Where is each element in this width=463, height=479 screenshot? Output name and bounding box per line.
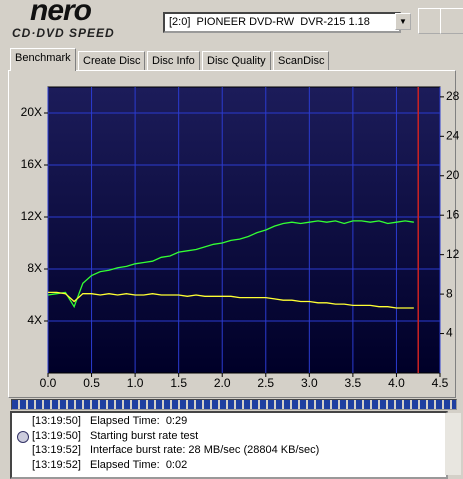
benchmark-panel	[8, 70, 456, 398]
log-time: [13:19:50]	[32, 429, 81, 442]
save-button[interactable]	[440, 8, 463, 34]
x-tick-label: 1.0	[127, 376, 144, 390]
progress-bar	[11, 399, 457, 410]
y-tick-label: 8X	[27, 261, 42, 275]
logo: nero	[30, 0, 92, 27]
x-tick-label: 0.0	[40, 376, 57, 390]
x-tick-label: 3.0	[301, 376, 318, 390]
logo-subtitle: CD·DVD SPEED	[12, 26, 115, 40]
tab[interactable]: Create Disc	[78, 51, 146, 70]
y-tick-label: 12X	[21, 209, 42, 223]
x-tick-label: 0.5	[83, 376, 100, 390]
series-line	[47, 220, 414, 309]
y-tick-label: 4X	[27, 313, 42, 327]
x-tick-label: 2.0	[214, 376, 231, 390]
series-line	[48, 291, 414, 309]
info-icon	[17, 430, 29, 443]
x-tick-label: 1.5	[170, 376, 187, 390]
x-tick-label: 4.5	[432, 376, 449, 390]
y2-tick-label: 20	[446, 168, 460, 182]
tab[interactable]: Disc Quality	[202, 51, 271, 70]
tab[interactable]: Benchmark	[10, 48, 76, 71]
log-row: [13:19:50] Starting burst rate test	[12, 429, 446, 443]
y2-tick-label: 24	[446, 128, 460, 142]
log-message: Starting burst rate test	[90, 429, 199, 442]
y-tick-label: 16X	[21, 157, 42, 171]
y2-tick-label: 12	[446, 247, 460, 261]
log-row: [13:19:52] Elapsed Time: 0:02	[12, 458, 446, 472]
log-time: [13:19:50]	[32, 415, 81, 427]
y2-tick-label: 8	[446, 286, 453, 300]
tab[interactable]: Disc Info	[147, 51, 200, 70]
x-tick-label: 3.5	[345, 376, 362, 390]
x-tick-label: 4.0	[388, 376, 405, 390]
log-message: Elapsed Time: 0:29	[90, 415, 188, 427]
log-message: Interface burst rate: 28 MB/sec (28804 K…	[90, 444, 320, 456]
log-time: [13:19:52]	[32, 444, 81, 456]
log-message: Elapsed Time: 0:02	[90, 458, 188, 471]
log-row: [13:19:52] Interface burst rate: 28 MB/se…	[12, 443, 446, 457]
x-tick-label: 2.5	[257, 376, 274, 390]
drive-select[interactable]: [2:0] PIONEER DVD-RW DVR-215 1.18	[163, 12, 401, 33]
y2-tick-label: 16	[446, 207, 460, 221]
plot-area	[47, 86, 441, 374]
y-tick-label: 20X	[21, 105, 42, 119]
dropdown-button[interactable]: ▼	[395, 13, 411, 30]
log-row: [13:19:50] Elapsed Time: 0:29	[12, 414, 446, 428]
y2-tick-label: 28	[446, 89, 460, 103]
log-time: [13:19:52]	[32, 458, 81, 471]
y2-tick-label: 4	[446, 326, 453, 340]
chart: 0.0 0.5 1.0 1.5 2.0 2.5 3.0 3.5 4.0 4.5 4X 8X 12X 16X…	[21, 86, 460, 390]
tab[interactable]: ScanDisc	[273, 51, 330, 70]
scrollbar[interactable]	[445, 413, 461, 475]
log-box: [13:19:50] Elapsed Time: 0:29 [13:19:50] St…	[10, 411, 448, 479]
